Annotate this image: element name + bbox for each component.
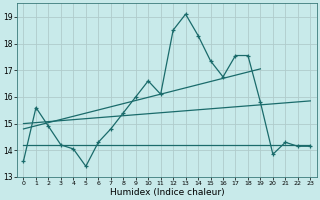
X-axis label: Humidex (Indice chaleur): Humidex (Indice chaleur) <box>109 188 224 197</box>
